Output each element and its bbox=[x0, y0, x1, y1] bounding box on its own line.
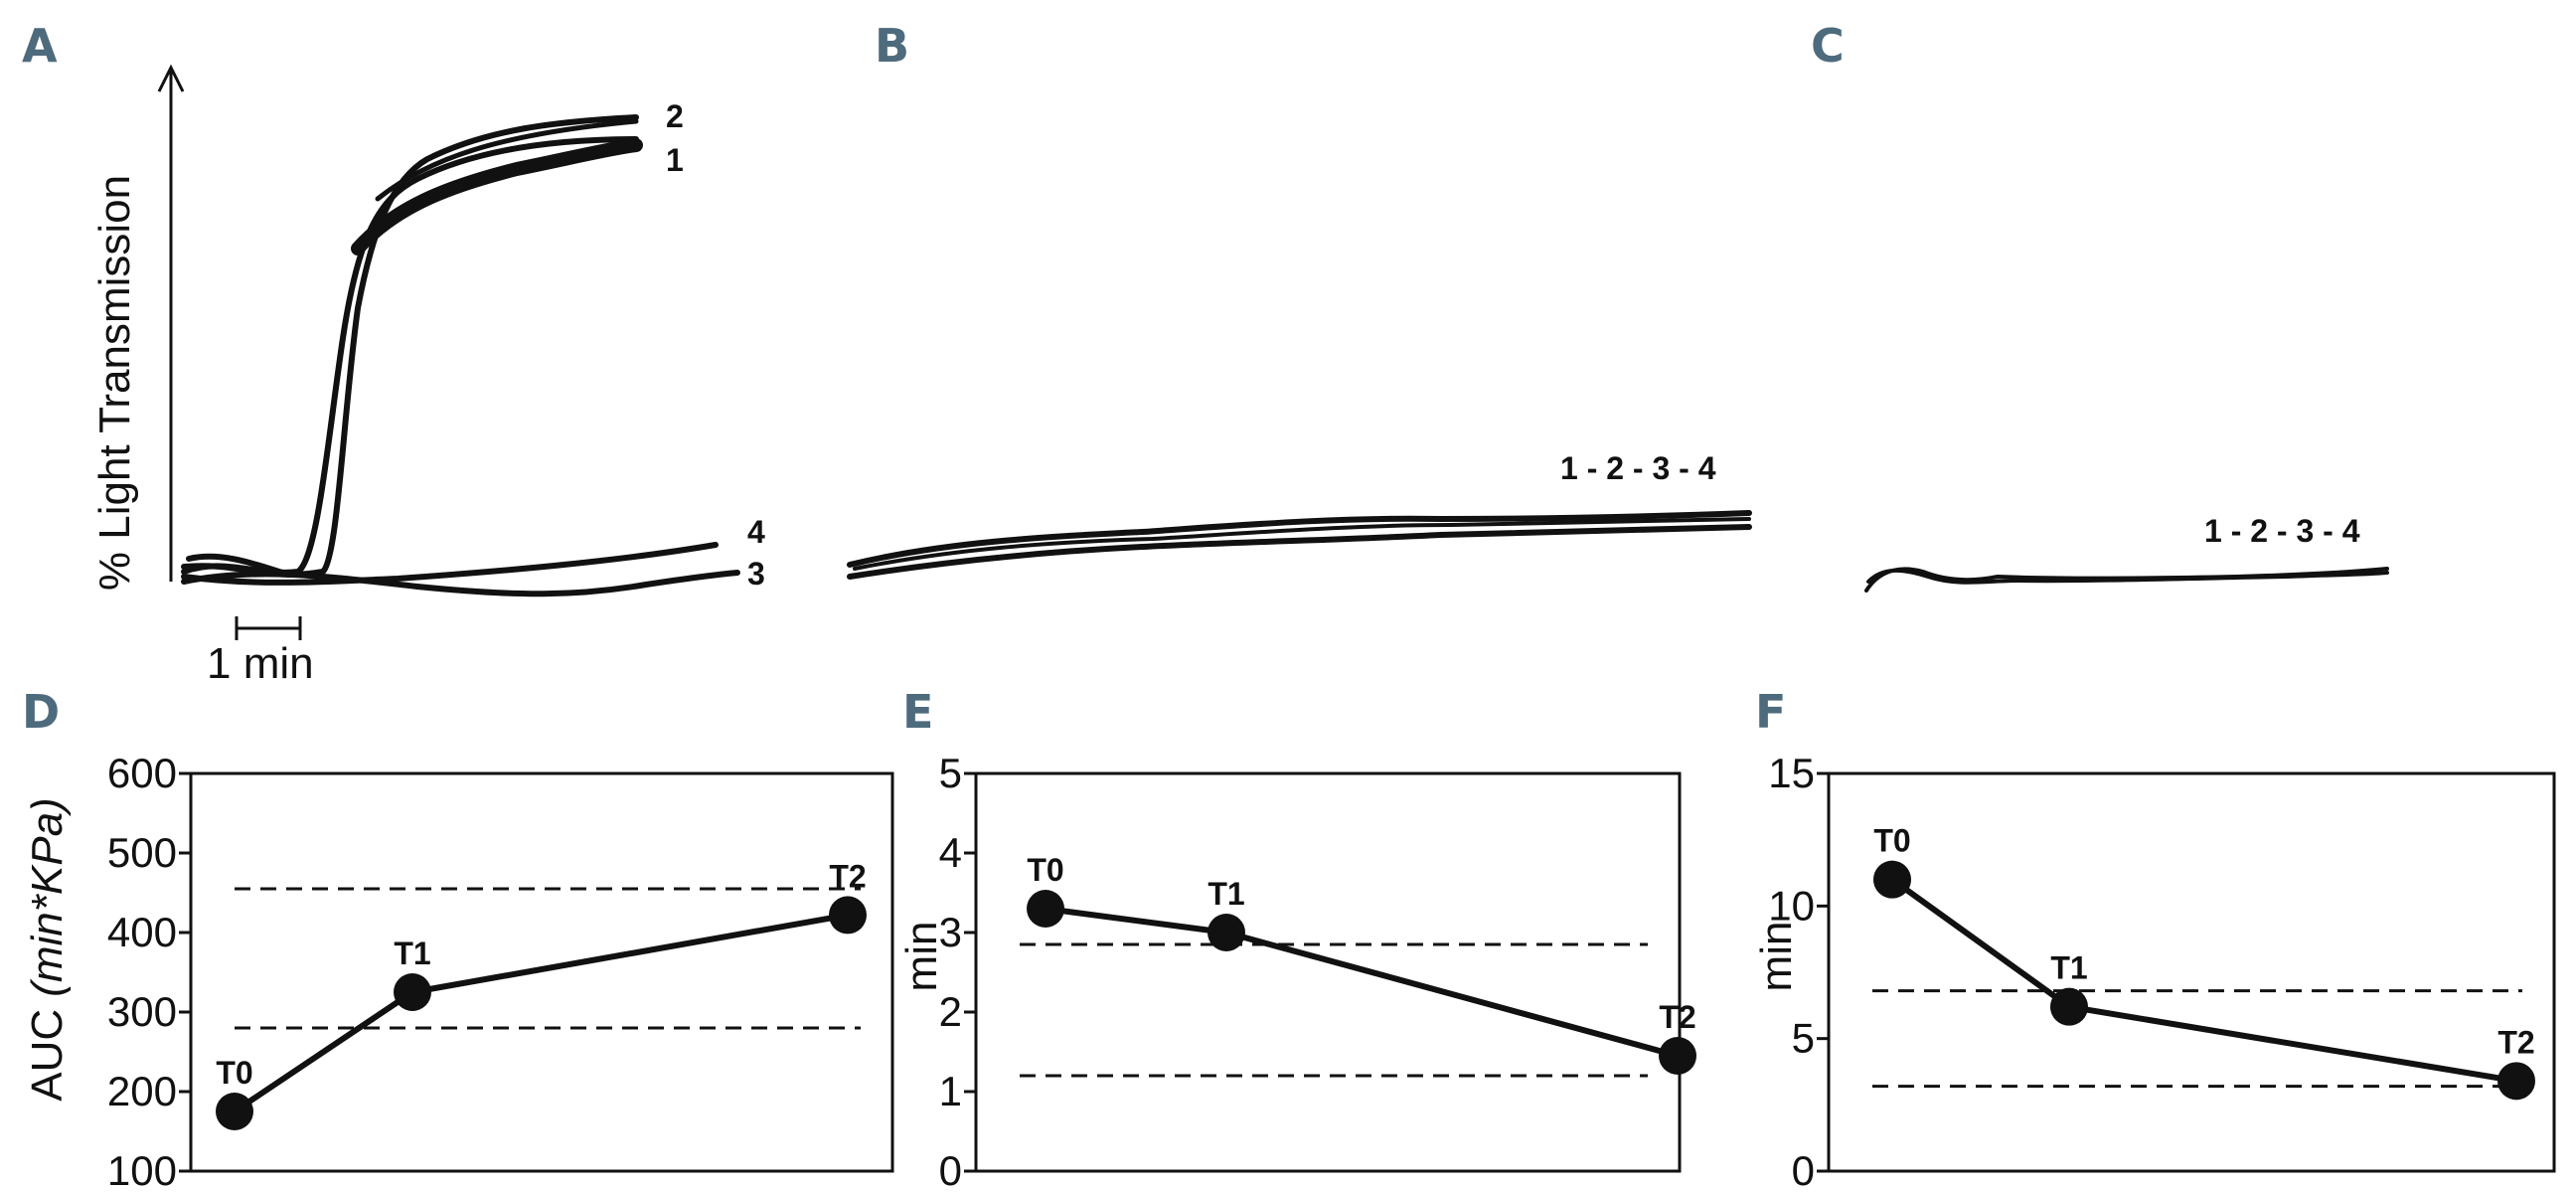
chart-d: 100 200 300 400 500 600 T0 T1 T2 bbox=[107, 750, 894, 1192]
chart-f-label-t0: T0 bbox=[1873, 823, 1910, 859]
trace-a-4b bbox=[186, 553, 291, 578]
panel-c-curve-label: 1 - 2 - 3 - 4 bbox=[2204, 513, 2360, 549]
curve-label-a-4: 4 bbox=[747, 514, 765, 550]
chart-d-frame bbox=[189, 771, 894, 1173]
panel-label-d: D bbox=[22, 685, 60, 739]
chart-d-label-t2: T2 bbox=[829, 858, 866, 894]
panel-a-y-axis bbox=[157, 64, 185, 582]
chart-f-series-line bbox=[1890, 877, 2517, 1085]
chart-d-point-t2 bbox=[829, 896, 867, 935]
chart-f-label-t1: T1 bbox=[2050, 950, 2087, 986]
chart-d-point-t1 bbox=[394, 973, 431, 1011]
chart-f-label-t2: T2 bbox=[2497, 1024, 2534, 1060]
chart-d-ytick-label: 500 bbox=[107, 829, 177, 876]
scale-bar bbox=[235, 616, 302, 640]
trace-c-2 bbox=[1866, 568, 2389, 585]
panel-c-traces bbox=[1864, 567, 2389, 593]
chart-e-point-t1 bbox=[1208, 914, 1245, 951]
chart-e-ytick-label: 3 bbox=[939, 909, 962, 955]
trace-a-1b bbox=[351, 138, 643, 255]
chart-e-series-line bbox=[1045, 906, 1679, 1059]
chart-d-ytick-label: 300 bbox=[107, 988, 177, 1035]
curve-label-a-2: 2 bbox=[666, 98, 684, 134]
panel-b-traces bbox=[847, 510, 1752, 580]
chart-f-frame bbox=[1827, 771, 2556, 1173]
trace-a-2b bbox=[375, 118, 639, 202]
chart-e: 0 1 2 3 4 5 T0 T1 T2 bbox=[939, 750, 1696, 1192]
chart-e-label-t0: T0 bbox=[1027, 852, 1063, 888]
chart-e-ylabel: min bbox=[897, 922, 946, 992]
trace-b-upper bbox=[847, 510, 1752, 568]
chart-d-series-line bbox=[233, 912, 849, 1114]
chart-d-label-t1: T1 bbox=[394, 936, 430, 971]
chart-f-ytick-label: 5 bbox=[1792, 1015, 1815, 1062]
panel-label-b: B bbox=[875, 19, 909, 73]
trace-b-mid bbox=[853, 517, 1751, 571]
chart-f-point-t0 bbox=[1873, 860, 1911, 899]
trace-a-4 bbox=[181, 542, 719, 586]
panel-label-a: A bbox=[22, 19, 58, 73]
chart-d-ytick-label: 200 bbox=[107, 1068, 177, 1114]
panel-a-traces bbox=[181, 114, 740, 597]
chart-d-ytick-label: 400 bbox=[107, 909, 177, 955]
chart-d-label-t0: T0 bbox=[216, 1055, 252, 1091]
chart-e-ytick-label: 1 bbox=[939, 1068, 962, 1114]
chart-f-point-t2 bbox=[2497, 1062, 2535, 1101]
chart-e-point-t0 bbox=[1027, 890, 1064, 928]
panel-b-curve-label: 1 - 2 - 3 - 4 bbox=[1560, 450, 1716, 486]
chart-d-ylabel-unit: (min*KPa) bbox=[23, 797, 72, 997]
chart-e-ytick-label: 2 bbox=[939, 988, 962, 1035]
chart-d-point-t0 bbox=[216, 1093, 253, 1130]
chart-e-label-t2: T2 bbox=[1659, 999, 1695, 1035]
trace-b-lower bbox=[847, 524, 1752, 580]
chart-f-ytick-label: 15 bbox=[1768, 750, 1815, 796]
curve-label-a-1: 1 bbox=[666, 142, 684, 178]
chart-e-label-t1: T1 bbox=[1208, 876, 1244, 912]
chart-e-ytick-label: 4 bbox=[939, 829, 962, 876]
chart-f-ylabel: min bbox=[1752, 922, 1801, 992]
panel-label-f: F bbox=[1755, 685, 1786, 739]
panel-label-c: C bbox=[1811, 19, 1845, 73]
chart-d-ytick-label: 600 bbox=[107, 750, 177, 796]
chart-f-point-t1 bbox=[2050, 987, 2088, 1026]
chart-e-frame bbox=[974, 771, 1682, 1173]
chart-d-ytick-label: 100 bbox=[107, 1147, 177, 1192]
chart-d-ylabel-main: AUC bbox=[23, 1009, 72, 1102]
chart-d-ylabel: AUC (min*KPa) bbox=[23, 797, 72, 1101]
chart-f-ytick-label: 0 bbox=[1792, 1147, 1815, 1192]
chart-f: 0 5 10 15 T0 T1 T2 bbox=[1768, 750, 2556, 1192]
chart-e-point-t2 bbox=[1659, 1037, 1696, 1075]
panel-label-e: E bbox=[902, 685, 933, 739]
curve-label-a-3: 3 bbox=[747, 556, 765, 592]
panel-a-y-axis-label: % Light Transmission bbox=[90, 175, 139, 591]
chart-e-ytick-label: 5 bbox=[939, 750, 962, 796]
chart-f-ytick-label: 10 bbox=[1768, 882, 1815, 929]
scale-bar-label: 1 min bbox=[207, 639, 314, 688]
chart-e-ytick-label: 0 bbox=[939, 1147, 962, 1192]
